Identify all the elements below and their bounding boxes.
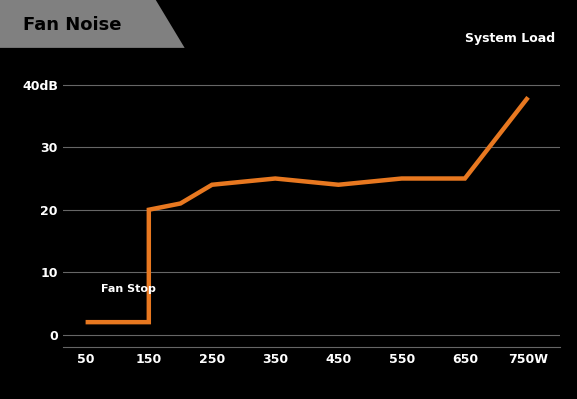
Text: Fan Noise: Fan Noise xyxy=(23,16,122,34)
Text: System Load: System Load xyxy=(464,32,554,45)
Polygon shape xyxy=(0,0,185,48)
Text: Fan Stop: Fan Stop xyxy=(100,284,156,294)
